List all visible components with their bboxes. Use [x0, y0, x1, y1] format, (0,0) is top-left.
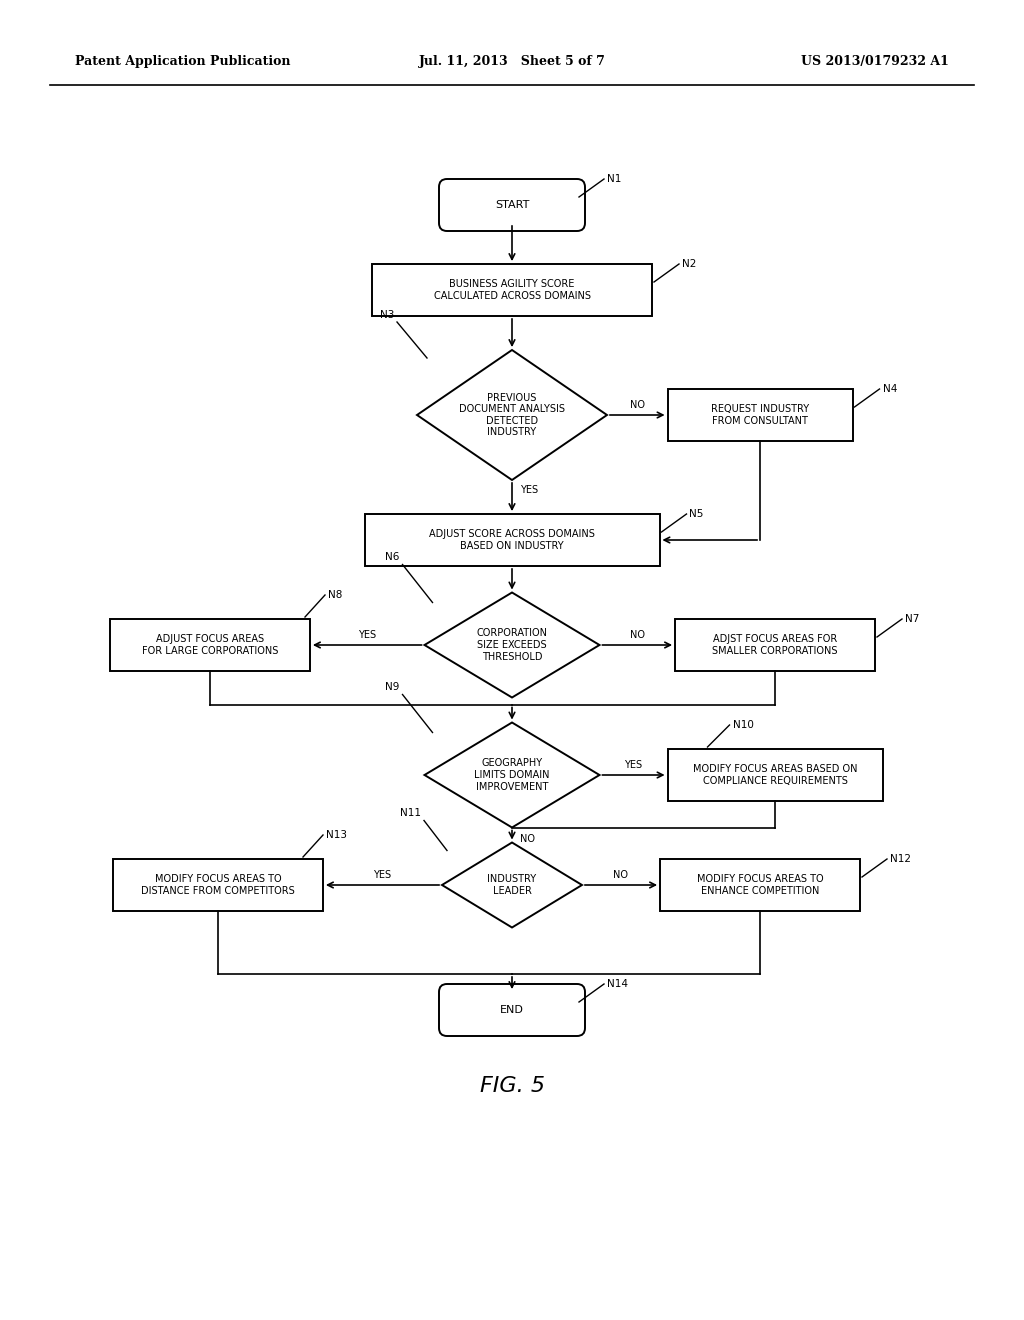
- Text: INDUSTRY
LEADER: INDUSTRY LEADER: [487, 874, 537, 896]
- Text: N10: N10: [732, 719, 754, 730]
- Text: N9: N9: [385, 682, 399, 693]
- Text: Patent Application Publication: Patent Application Publication: [75, 55, 291, 69]
- Bar: [113, 859, 323, 911]
- Text: ADJUST SCORE ACROSS DOMAINS
BASED ON INDUSTRY: ADJUST SCORE ACROSS DOMAINS BASED ON IND…: [429, 529, 595, 550]
- Text: N7: N7: [905, 614, 920, 624]
- Bar: [675, 619, 874, 671]
- Text: N6: N6: [385, 553, 399, 562]
- Text: N8: N8: [328, 590, 342, 601]
- Text: YES: YES: [358, 630, 376, 640]
- Bar: [365, 513, 659, 566]
- Text: N12: N12: [890, 854, 911, 865]
- Text: US 2013/0179232 A1: US 2013/0179232 A1: [801, 55, 949, 69]
- Polygon shape: [425, 593, 599, 697]
- Text: N11: N11: [400, 808, 421, 818]
- Polygon shape: [417, 350, 607, 480]
- Bar: [110, 619, 310, 671]
- Text: ADJUST FOCUS AREAS
FOR LARGE CORPORATIONS: ADJUST FOCUS AREAS FOR LARGE CORPORATION…: [141, 634, 279, 656]
- Text: START: START: [495, 201, 529, 210]
- Text: N3: N3: [380, 310, 394, 319]
- Bar: [372, 264, 652, 315]
- Text: NO: NO: [613, 870, 629, 880]
- Text: YES: YES: [520, 484, 539, 495]
- Text: N14: N14: [607, 979, 628, 989]
- Text: NO: NO: [630, 400, 645, 411]
- Text: NO: NO: [630, 630, 645, 640]
- Bar: [668, 748, 883, 801]
- Text: PREVIOUS
DOCUMENT ANALYSIS
DETECTED
INDUSTRY: PREVIOUS DOCUMENT ANALYSIS DETECTED INDU…: [459, 392, 565, 437]
- Polygon shape: [442, 842, 582, 928]
- Polygon shape: [425, 722, 599, 828]
- Text: ADJST FOCUS AREAS FOR
SMALLER CORPORATIONS: ADJST FOCUS AREAS FOR SMALLER CORPORATIO…: [713, 634, 838, 656]
- FancyBboxPatch shape: [439, 180, 585, 231]
- FancyBboxPatch shape: [439, 983, 585, 1036]
- Text: FIG. 5: FIG. 5: [479, 1076, 545, 1096]
- Text: GEOGRAPHY
LIMITS DOMAIN
IMPROVEMENT: GEOGRAPHY LIMITS DOMAIN IMPROVEMENT: [474, 759, 550, 792]
- Text: BUSINESS AGILITY SCORE
CALCULATED ACROSS DOMAINS: BUSINESS AGILITY SCORE CALCULATED ACROSS…: [433, 280, 591, 301]
- Text: N1: N1: [607, 174, 622, 183]
- Text: REQUEST INDUSTRY
FROM CONSULTANT: REQUEST INDUSTRY FROM CONSULTANT: [711, 404, 809, 426]
- Text: YES: YES: [625, 760, 643, 770]
- Text: END: END: [500, 1005, 524, 1015]
- Text: YES: YES: [374, 870, 391, 880]
- Text: MODIFY FOCUS AREAS TO
ENHANCE COMPETITION: MODIFY FOCUS AREAS TO ENHANCE COMPETITIO…: [696, 874, 823, 896]
- Text: MODIFY FOCUS AREAS BASED ON
COMPLIANCE REQUIREMENTS: MODIFY FOCUS AREAS BASED ON COMPLIANCE R…: [693, 764, 857, 785]
- Text: Jul. 11, 2013   Sheet 5 of 7: Jul. 11, 2013 Sheet 5 of 7: [419, 55, 605, 69]
- Text: MODIFY FOCUS AREAS TO
DISTANCE FROM COMPETITORS: MODIFY FOCUS AREAS TO DISTANCE FROM COMP…: [141, 874, 295, 896]
- Text: N4: N4: [883, 384, 897, 393]
- Text: N5: N5: [689, 510, 703, 519]
- Text: N2: N2: [682, 259, 696, 269]
- Text: N13: N13: [326, 830, 347, 840]
- Bar: [668, 389, 853, 441]
- Text: NO: NO: [520, 834, 535, 845]
- Bar: [660, 859, 860, 911]
- Text: CORPORATION
SIZE EXCEEDS
THRESHOLD: CORPORATION SIZE EXCEEDS THRESHOLD: [476, 628, 548, 661]
